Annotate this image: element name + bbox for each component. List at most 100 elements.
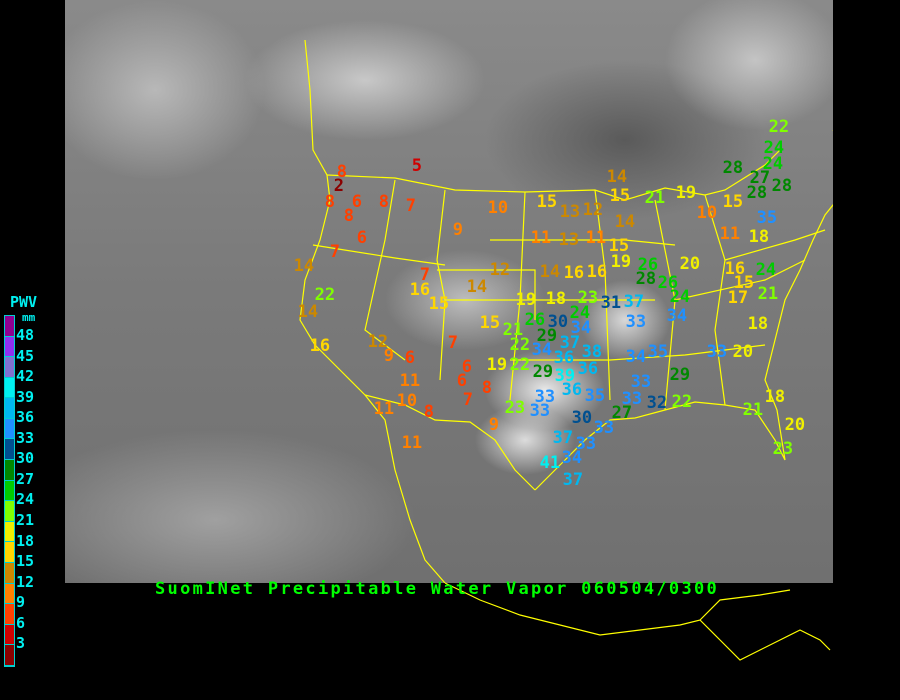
legend-tick-label: 18 (16, 531, 35, 550)
station-pwv-value: 26 (637, 254, 659, 275)
station-pwv-value: 29 (536, 325, 558, 346)
station-pwv-value: 9 (452, 219, 464, 240)
station-pwv-value: 15 (722, 191, 744, 212)
station-pwv-value: 20 (732, 341, 754, 362)
state-line (704, 194, 726, 406)
station-pwv-value: 39 (554, 365, 576, 386)
station-pwv-value: 12 (582, 199, 604, 220)
station-pwv-value: 14 (297, 301, 319, 322)
station-pwv-value: 22 (509, 354, 531, 375)
station-pwv-value: 28 (746, 182, 768, 203)
station-pwv-value: 21 (757, 283, 779, 304)
station-pwv-value: 11 (401, 432, 423, 453)
station-pwv-value: 8 (423, 401, 435, 422)
station-pwv-value: 29 (669, 364, 691, 385)
station-pwv-value: 28 (722, 157, 744, 178)
station-pwv-value: 33 (706, 341, 728, 362)
station-pwv-value: 34 (561, 447, 583, 468)
legend-color-cell (5, 521, 14, 543)
station-pwv-value: 35 (647, 341, 669, 362)
station-pwv-value: 14 (614, 211, 636, 232)
coastline (534, 130, 833, 491)
boundary-lines (299, 39, 833, 583)
legend-tick-label: 3 (16, 634, 26, 653)
legend-tick-label: 45 (16, 346, 35, 365)
station-pwv-value: 6 (404, 347, 416, 368)
legend-color-cell (5, 480, 14, 502)
station-pwv-value: 30 (571, 407, 593, 428)
legend-color-cell (5, 604, 14, 625)
station-pwv-value: 6 (461, 356, 473, 377)
station-pwv-value: 10 (487, 197, 509, 218)
station-pwv-value: 27 (611, 402, 633, 423)
station-pwv-value: 35 (584, 385, 606, 406)
station-pwv-value: 10 (396, 390, 418, 411)
station-pwv-value: 15 (608, 235, 630, 256)
station-pwv-value: 14 (606, 166, 628, 187)
legend-tick-label: 30 (16, 449, 35, 468)
station-pwv-value: 8 (336, 161, 348, 182)
station-pwv-value: 9 (383, 345, 395, 366)
station-pwv-value: 11 (585, 227, 607, 248)
station-pwv-value: 33 (529, 400, 551, 421)
station-pwv-value: 9 (488, 414, 500, 435)
legend-tick-label: 6 (16, 613, 26, 632)
station-pwv-value: 18 (747, 313, 769, 334)
coastline (299, 39, 446, 583)
station-pwv-value: 15 (609, 185, 631, 206)
station-pwv-value: 22 (671, 391, 693, 412)
state-line (490, 239, 676, 246)
station-pwv-value: 15 (428, 293, 450, 314)
station-pwv-value: 13 (558, 229, 580, 250)
border-line (326, 149, 781, 201)
station-pwv-value: 30 (547, 311, 569, 332)
station-pwv-value: 16 (724, 258, 746, 279)
station-pwv-value: 26 (657, 272, 679, 293)
station-pwv-value: 21 (644, 187, 666, 208)
station-pwv-value: 7 (329, 241, 341, 262)
station-pwv-value: 24 (763, 137, 785, 158)
station-pwv-value: 12 (367, 331, 389, 352)
station-pwv-value: 2 (333, 175, 345, 196)
station-pwv-value: 23 (577, 287, 599, 308)
station-pwv-value: 20 (784, 414, 806, 435)
pwv-color-scale (4, 315, 15, 667)
legend-color-cell (5, 377, 14, 399)
station-pwv-value: 8 (324, 191, 336, 212)
station-pwv-value: 18 (545, 288, 567, 309)
station-pwv-value: 34 (666, 305, 688, 326)
station-pwv-value: 20 (679, 253, 701, 274)
station-pwv-value: 22 (768, 116, 790, 137)
station-pwv-value: 16 (309, 335, 331, 356)
legend-tick-label: 21 (16, 510, 35, 529)
station-pwv-value: 7 (462, 389, 474, 410)
station-pwv-value: 33 (621, 388, 643, 409)
legend-color-cell (5, 398, 14, 419)
legend-tick-label: 9 (16, 593, 26, 612)
station-pwv-value: 18 (764, 386, 786, 407)
station-pwv-value: 6 (356, 227, 368, 248)
station-pwv-value: 11 (373, 398, 395, 419)
legend-tick-label: 24 (16, 490, 35, 509)
state-line (437, 269, 536, 320)
station-pwv-value: 35 (756, 207, 778, 228)
station-pwv-value: 33 (630, 371, 652, 392)
station-pwv-value: 19 (610, 251, 632, 272)
state-line (312, 244, 446, 266)
legend-color-cell (5, 645, 14, 666)
legend-color-cell (5, 624, 14, 646)
legend-color-cell (5, 562, 14, 584)
station-pwv-value: 19 (486, 354, 508, 375)
state-line (364, 179, 406, 361)
station-pwv-value: 41 (539, 452, 561, 473)
station-pwv-value: 14 (539, 261, 561, 282)
station-pwv-value: 28 (635, 268, 657, 289)
station-pwv-value: 36 (553, 347, 575, 368)
legend-tick-label: 48 (16, 326, 35, 344)
station-pwv-value: 24 (569, 302, 591, 323)
state-line (594, 189, 611, 401)
legend-color-cell (5, 460, 14, 481)
station-pwv-value: 34 (625, 346, 647, 367)
station-pwv-value: 7 (447, 332, 459, 353)
legend-tick-label: 39 (16, 387, 35, 406)
